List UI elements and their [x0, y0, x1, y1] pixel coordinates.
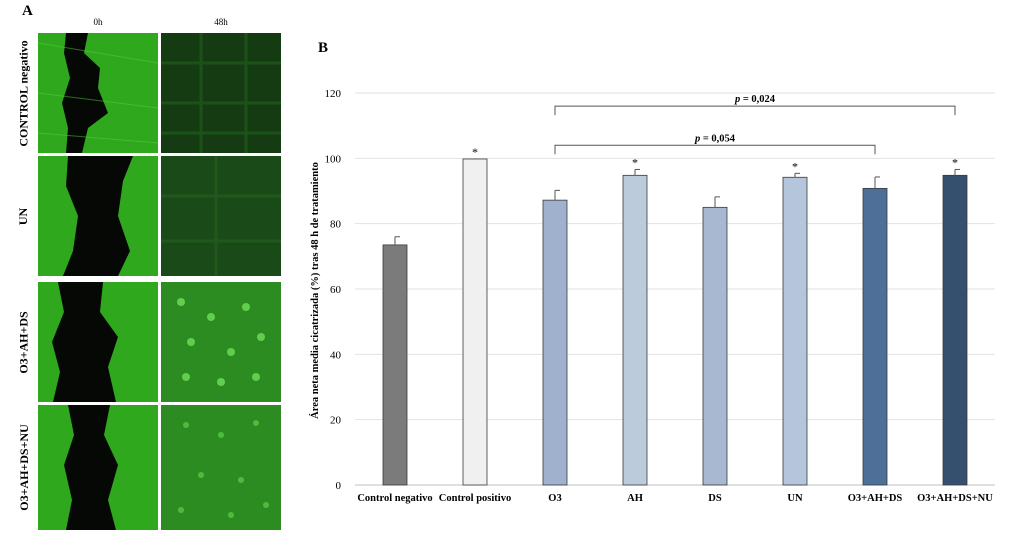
significance-marker: *: [792, 159, 798, 173]
x-tick-label: Control negativo: [357, 493, 432, 504]
column-header-48h: 48h: [214, 17, 228, 27]
row-label-o3-ah-ds-nu: O3+AH+DS+NU: [16, 424, 31, 511]
panel-b-label: B: [318, 40, 329, 56]
bar: [382, 244, 408, 486]
bar: [622, 174, 648, 486]
x-tick-label: UN: [787, 493, 803, 504]
significance-marker: *: [632, 155, 638, 169]
bar: [782, 176, 808, 486]
micrograph-o3-ah-ds-48h: [161, 282, 281, 402]
y-tick-label: 40: [330, 349, 342, 361]
x-tick-label: O3+AH+DS: [848, 493, 903, 504]
row-label-o3-ah-ds: O3+AH+DS: [16, 310, 31, 374]
column-header-0h: 0h: [93, 17, 103, 27]
bar: [942, 174, 968, 486]
p-value-label: p = 0,024: [734, 94, 776, 105]
micrograph-o3-ah-ds-nu-48h: [161, 405, 281, 530]
x-tick-label: DS: [708, 493, 722, 504]
p-value-label: p = 0,054: [694, 133, 736, 144]
bar: [862, 187, 888, 486]
significance-marker: *: [952, 155, 958, 169]
y-tick-label: 80: [330, 219, 342, 231]
y-tick-label: 100: [325, 153, 342, 165]
micrograph-control-negativo-0h: [38, 33, 158, 153]
micrograph-o3-ah-ds-0h: [38, 282, 158, 402]
x-tick-label: AH: [627, 493, 643, 504]
micrograph-control-negativo-48h: [161, 33, 281, 153]
significance-marker: *: [472, 145, 478, 159]
x-tick-label: O3: [548, 493, 561, 504]
significance-bracket: [554, 105, 956, 116]
row-label-un: UN: [16, 207, 31, 225]
y-tick-label: 20: [330, 415, 342, 427]
y-tick-label: 0: [336, 480, 342, 492]
panel-a-label: A: [22, 3, 33, 19]
x-tick-label: O3+AH+DS+NU: [917, 493, 993, 504]
x-tick-label: Control positivo: [439, 493, 511, 504]
bar: [702, 206, 728, 486]
bar: [462, 158, 488, 486]
significance-bracket: [554, 144, 876, 155]
row-label-control-negativo: CONTROL negativo: [16, 39, 31, 147]
bar-chart: 0 20 40 60 80 100 120 Control negativo * Control …: [325, 88, 995, 504]
y-tick-label: 120: [325, 88, 342, 100]
micrograph-un-0h: [38, 156, 158, 276]
micrograph-o3-ah-ds-nu-0h: [38, 405, 158, 530]
bar: [542, 199, 568, 486]
micrograph-un-48h: [161, 156, 281, 276]
y-tick-label: 60: [330, 284, 342, 296]
